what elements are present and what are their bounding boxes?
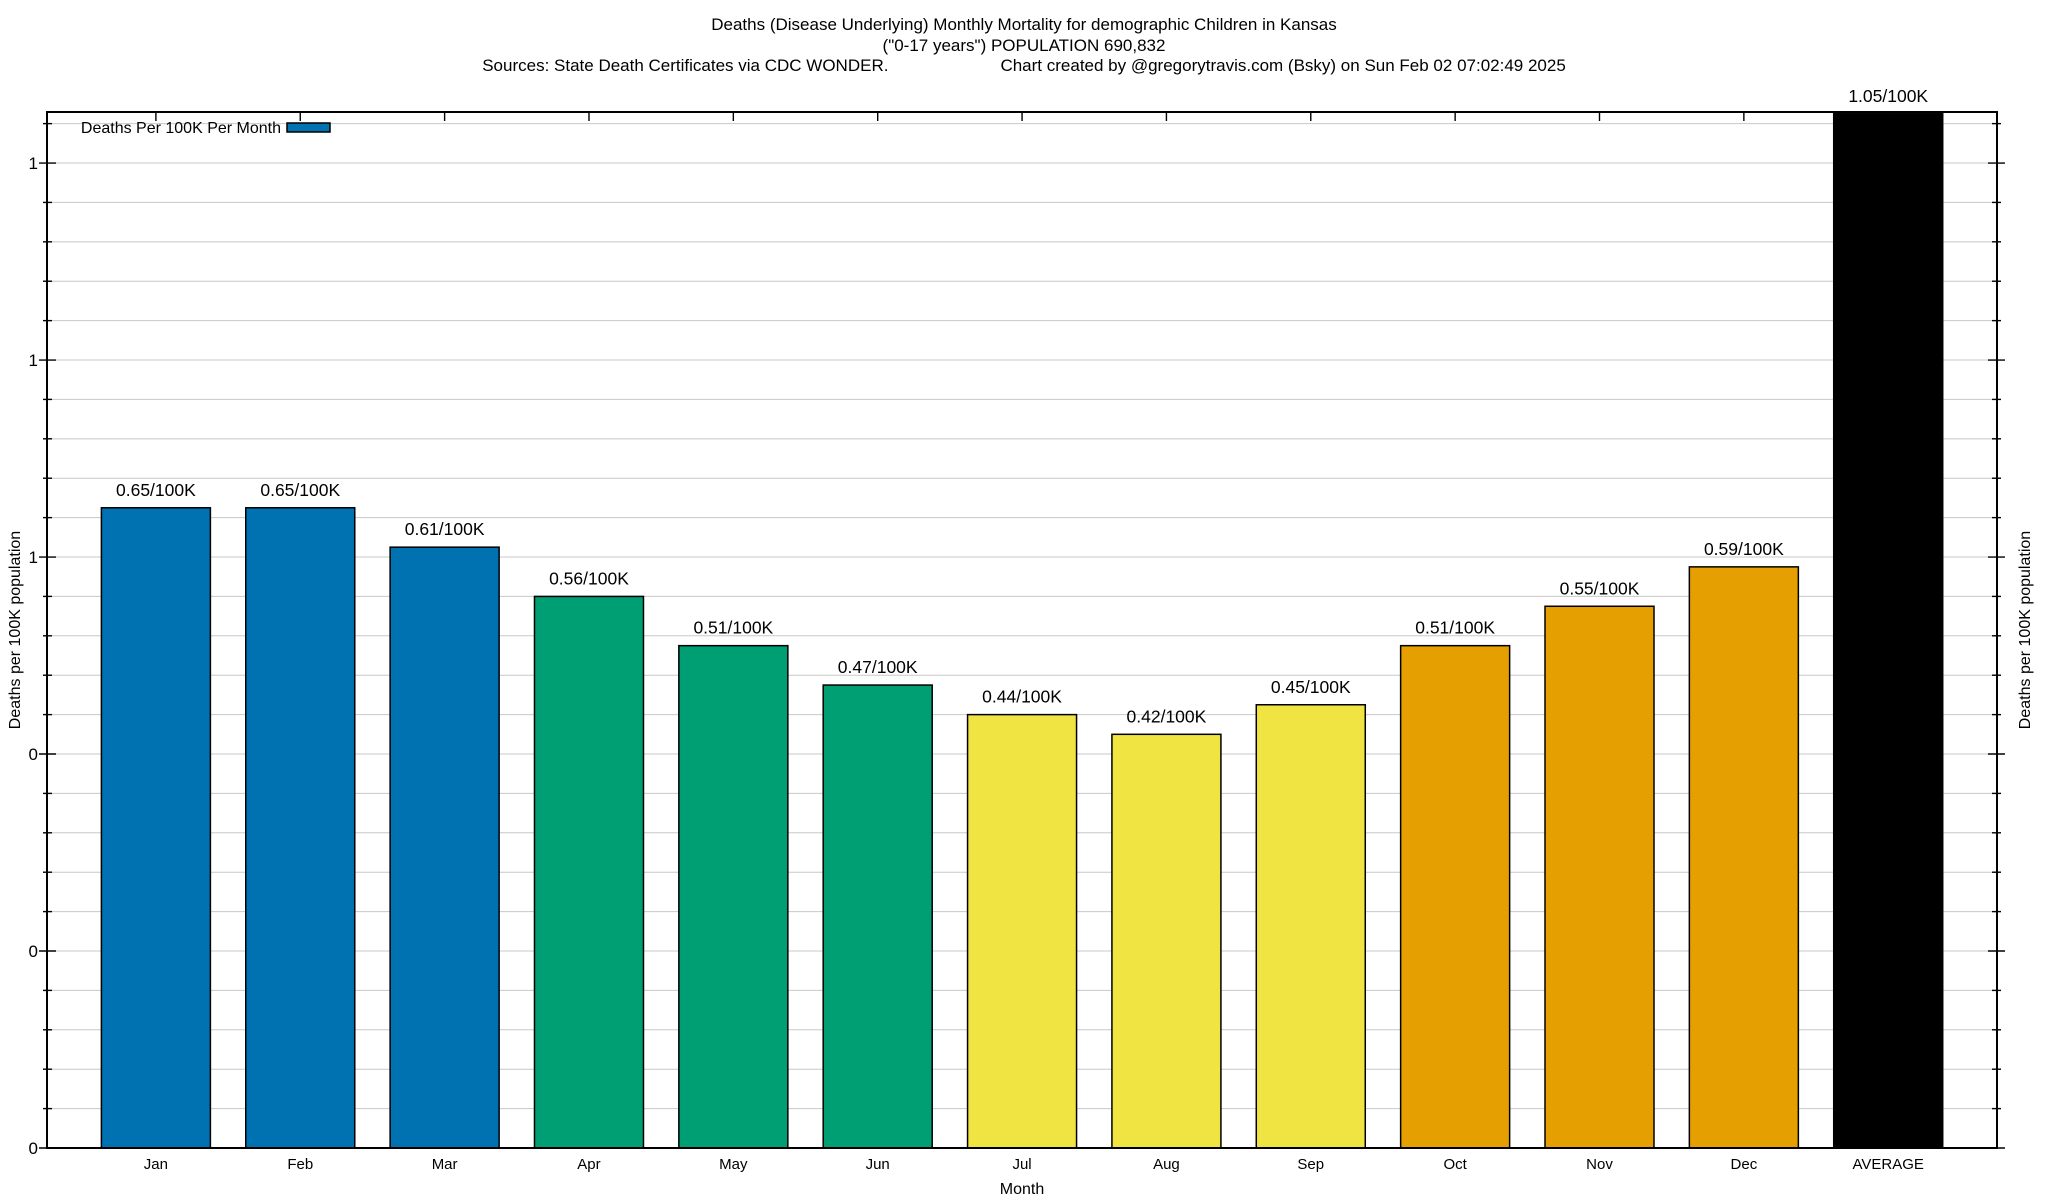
chart-notes-row: Sources: State Death Certificates via CD…	[0, 56, 2048, 76]
bar-oct	[1399, 644, 1511, 1149]
bar-value-label-apr: 0.56/100K	[549, 568, 629, 588]
bar-mar	[389, 546, 500, 1149]
bar-aug	[1111, 733, 1222, 1149]
bar-average	[1832, 113, 1944, 1149]
chart-title: Deaths (Disease Underlying) Monthly Mort…	[711, 15, 1337, 34]
y-tick-label: 0	[29, 745, 38, 764]
bar-apr	[533, 595, 645, 1149]
x-tick-label-average: AVERAGE	[1853, 1156, 1924, 1173]
bar-value-label-jul: 0.44/100K	[982, 687, 1062, 707]
bar-value-label-oct: 0.51/100K	[1415, 618, 1495, 638]
y-tick-label: 0	[29, 1139, 38, 1158]
bar-value-label-dec: 0.59/100K	[1704, 539, 1784, 559]
chart-credit-note: Chart created by @gregorytravis.com (Bsk…	[1000, 56, 1566, 75]
x-tick-label-jul: Jul	[1012, 1156, 1031, 1173]
bar-jun	[822, 684, 933, 1149]
bar-value-label-feb: 0.65/100K	[260, 480, 340, 500]
bar-sep	[1255, 704, 1367, 1149]
bar-nov	[1544, 605, 1655, 1149]
bar-jul	[966, 713, 1078, 1149]
x-tick-label-jan: Jan	[144, 1156, 168, 1173]
bar-value-label-mar: 0.61/100K	[405, 519, 485, 539]
bar-may	[678, 644, 789, 1149]
x-tick-label-apr: Apr	[577, 1156, 600, 1173]
y-tick-label: 1	[29, 548, 38, 567]
x-tick-label-dec: Dec	[1731, 1156, 1758, 1173]
y-tick-label: 1	[29, 154, 38, 173]
y-axis-title-left: Deaths per 100K population	[7, 531, 24, 729]
x-tick-label-feb: Feb	[287, 1156, 313, 1173]
x-tick-label-jun: Jun	[866, 1156, 890, 1173]
chart-subtitle: ("0-17 years") POPULATION 690,832	[882, 36, 1166, 55]
x-tick-label-oct: Oct	[1443, 1156, 1467, 1173]
y-axis-title-right: Deaths per 100K population	[2017, 531, 2034, 729]
plot-border	[46, 111, 1998, 1149]
x-tick-label-sep: Sep	[1297, 1156, 1324, 1173]
bar-value-label-may: 0.51/100K	[693, 618, 773, 638]
y-tick-label: 0	[29, 942, 38, 961]
bar-value-label-nov: 0.55/100K	[1560, 578, 1640, 598]
legend-swatch	[286, 122, 331, 133]
bar-value-label-jan: 0.65/100K	[116, 480, 196, 500]
x-tick-label-aug: Aug	[1153, 1156, 1180, 1173]
bar-value-label-jun: 0.47/100K	[838, 657, 918, 677]
bar-dec	[1688, 566, 1800, 1149]
bar-value-label-sep: 0.45/100K	[1271, 677, 1351, 697]
bar-value-label-average: 1.05/100K	[1848, 86, 1928, 106]
y-tick-label: 1	[29, 351, 38, 370]
x-tick-label-nov: Nov	[1586, 1156, 1613, 1173]
bar-jan	[100, 507, 212, 1149]
x-tick-label-may: May	[719, 1156, 748, 1173]
legend-label: Deaths Per 100K Per Month	[81, 120, 281, 137]
bar-feb	[245, 507, 356, 1149]
x-tick-label-mar: Mar	[432, 1156, 458, 1173]
x-axis-title: Month	[1000, 1181, 1044, 1198]
chart-source-note: Sources: State Death Certificates via CD…	[482, 56, 889, 75]
bar-value-label-aug: 0.42/100K	[1127, 706, 1207, 726]
